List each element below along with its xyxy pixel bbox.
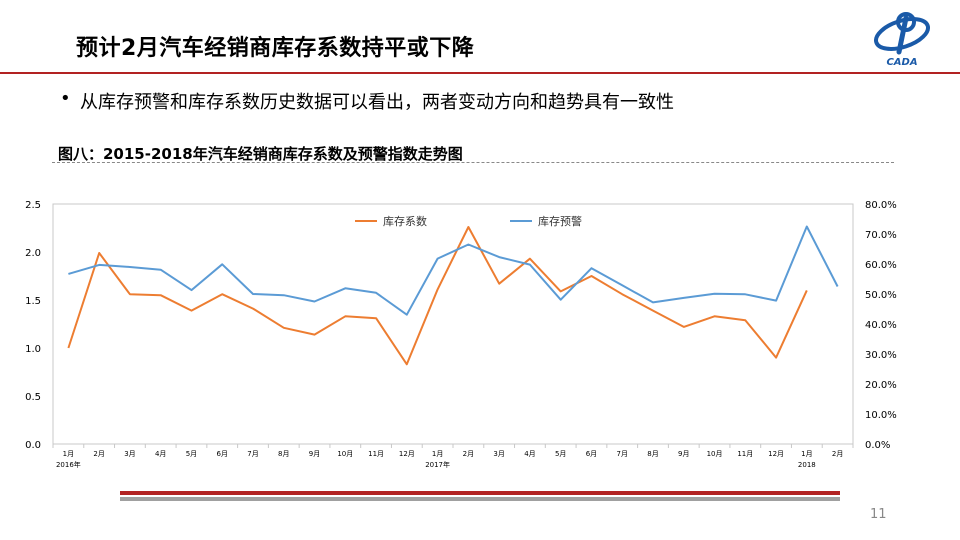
y-left-tick-label: 1.0 — [25, 344, 41, 355]
x-tick-label: 1月 — [432, 450, 443, 458]
x-tick-label: 11月 — [368, 450, 384, 458]
legend-label: 库存预警 — [538, 214, 582, 228]
x-tick-label: 11月 — [737, 450, 753, 458]
y-right-tick-label: 80.0% — [865, 200, 897, 211]
page-number: 11 — [870, 507, 887, 522]
y-right-tick-label: 70.0% — [865, 230, 897, 241]
y-right-tick-label: 10.0% — [865, 410, 897, 421]
x-tick-label: 2月 — [463, 450, 474, 458]
y-right-tick-label: 30.0% — [865, 350, 897, 361]
y-right-tick-label: 20.0% — [865, 380, 897, 391]
x-tick-label: 6月 — [216, 450, 227, 458]
x-tick-label: 6月 — [586, 450, 597, 458]
x-tick-label: 9月 — [678, 450, 689, 458]
slide-title: 预计2月汽车经销商库存系数持平或下降 — [76, 36, 475, 61]
x-tick-label: 2月 — [93, 450, 104, 458]
y-right-tick-label: 0.0% — [865, 440, 890, 451]
x-tick-label: 10月 — [707, 450, 723, 458]
y-left-tick-label: 0.0 — [25, 440, 41, 451]
x-tick-label: 7月 — [616, 450, 627, 458]
x-tick-label: 3月 — [124, 450, 135, 458]
chart-title-divider — [52, 162, 894, 163]
y-right-tick-label: 40.0% — [865, 320, 897, 331]
x-tick-label: 2月 — [832, 450, 843, 458]
title-divider — [0, 72, 960, 74]
chart-title: 图八：2015-2018年汽车经销商库存系数及预警指数走势图 — [58, 145, 463, 163]
x-year-label: 2016年 — [56, 460, 81, 469]
x-tick-label: 4月 — [155, 450, 166, 458]
footer-red-bar — [120, 491, 840, 495]
x-year-label: 2017年 — [425, 460, 450, 469]
plot-area-frame — [52, 203, 854, 445]
bullet-point: • 从库存预警和库存系数历史数据可以看出，两者变动方向和趋势具有一致性 — [60, 88, 674, 114]
x-tick-label: 5月 — [186, 450, 197, 458]
x-tick-label: 1月 — [63, 450, 74, 458]
y-left-tick-label: 2.5 — [25, 200, 41, 211]
series-line-warning — [68, 225, 839, 316]
x-tick-label: 10月 — [337, 450, 353, 458]
y-right-tick-label: 50.0% — [865, 290, 897, 301]
x-tick-label: 9月 — [309, 450, 320, 458]
cada-logo: CADA — [868, 8, 936, 68]
logo-text: CADA — [886, 57, 917, 68]
x-tick-label: 12月 — [399, 450, 415, 458]
x-tick-label: 8月 — [278, 450, 289, 458]
bullet-text: 从库存预警和库存系数历史数据可以看出，两者变动方向和趋势具有一致性 — [80, 92, 674, 113]
x-tick-label: 7月 — [247, 450, 258, 458]
x-tick-label: 3月 — [493, 450, 504, 458]
x-tick-label: 12月 — [768, 450, 784, 458]
footer-gray-bar — [120, 497, 840, 501]
y-left-tick-label: 1.5 — [25, 296, 41, 307]
x-year-label: 2018 — [798, 461, 816, 469]
bullet-dot: • — [60, 88, 71, 109]
x-tick-label: 5月 — [555, 450, 566, 458]
series-line-coefficient — [67, 226, 808, 366]
legend-label: 库存系数 — [383, 214, 427, 228]
x-tick-label: 8月 — [647, 450, 658, 458]
y-left-tick-label: 0.5 — [25, 392, 41, 403]
x-tick-label: 1月 — [801, 450, 812, 458]
y-right-tick-label: 60.0% — [865, 260, 897, 271]
y-left-tick-label: 2.0 — [25, 248, 41, 259]
x-tick-label: 4月 — [524, 450, 535, 458]
